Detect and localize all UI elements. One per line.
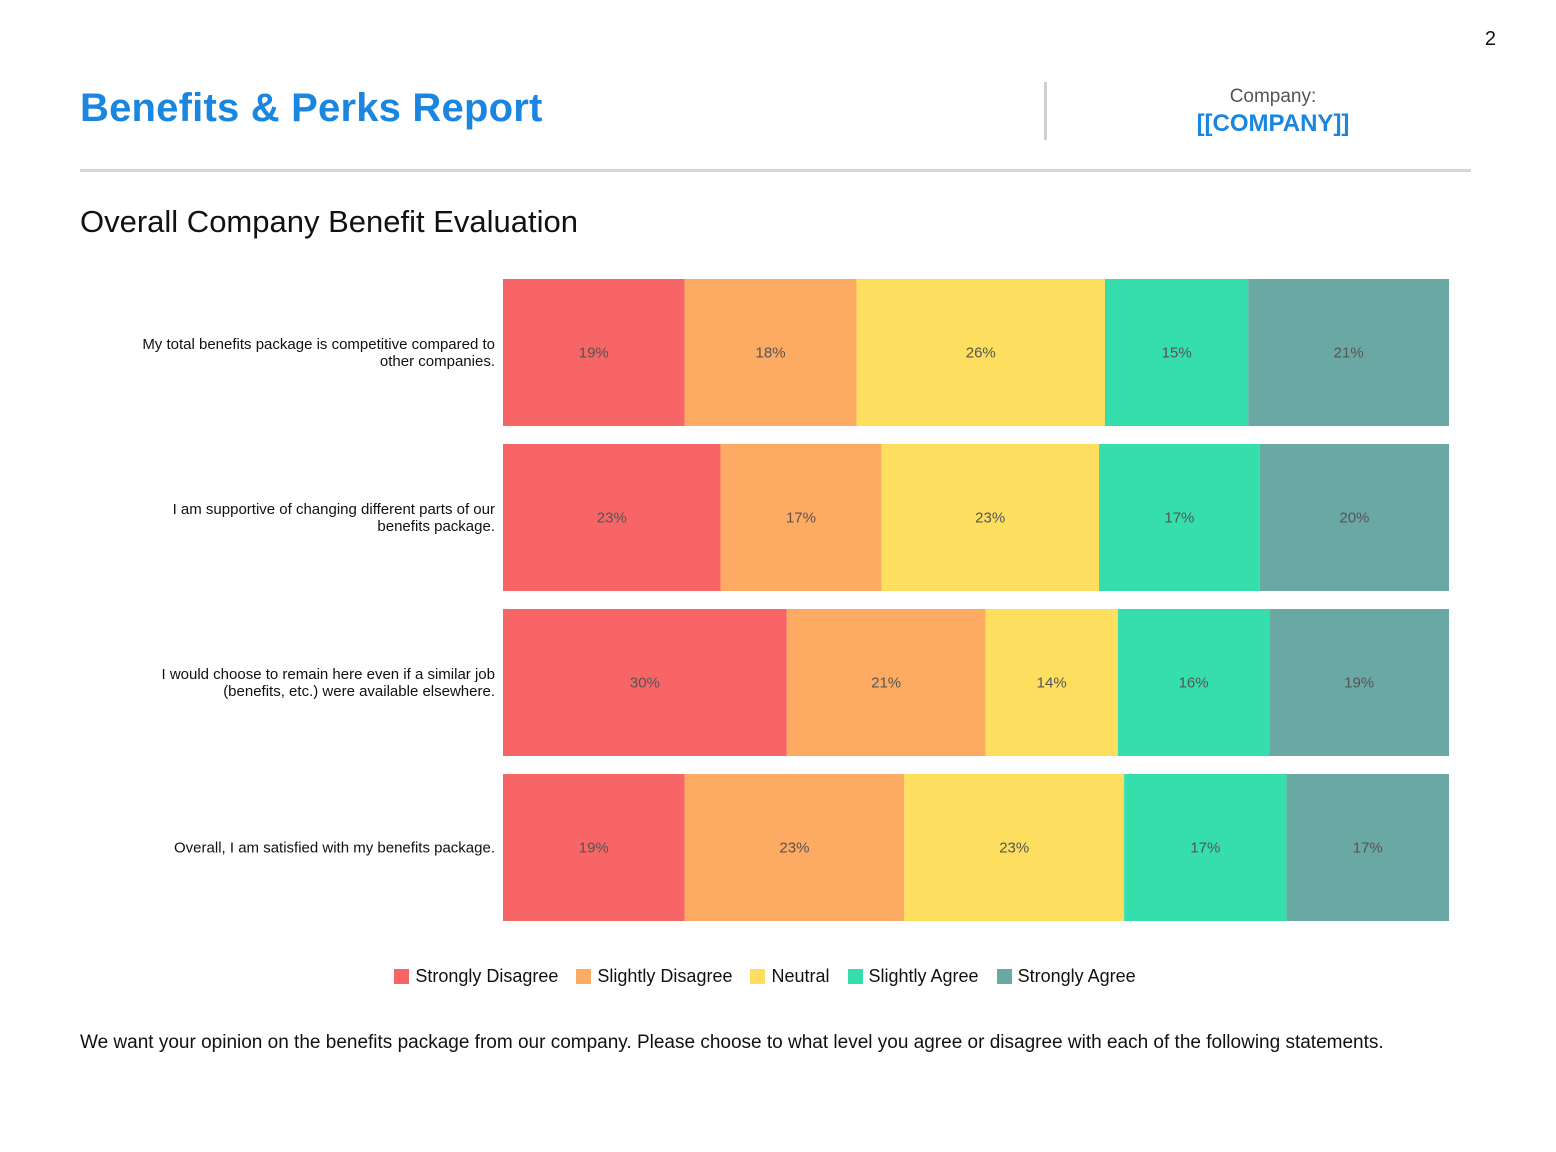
data-label: 26% <box>966 345 996 362</box>
bar-segment <box>1269 609 1449 756</box>
bar-segment <box>684 279 857 426</box>
bar-segment <box>1286 774 1449 921</box>
company-label: Company: <box>1229 86 1317 107</box>
bar-segment <box>985 609 1118 756</box>
bar-segment <box>904 774 1125 921</box>
legend-item: Slightly Disagree <box>576 966 732 987</box>
legend-label: Strongly Agree <box>1017 966 1136 986</box>
data-label: 20% <box>1339 510 1369 527</box>
data-label: 14% <box>1037 675 1067 692</box>
footnote: We want your opinion on the benefits pac… <box>80 1032 1384 1053</box>
data-label: 18% <box>756 345 786 362</box>
page-number: 2 <box>1484 28 1496 50</box>
company-value: [[COMPANY]] <box>1196 110 1350 137</box>
data-label: 17% <box>1353 840 1383 857</box>
report-title: Benefits & Perks Report <box>80 86 543 130</box>
bar-segment <box>1117 609 1270 756</box>
bar-segment <box>1098 444 1260 591</box>
data-label: 15% <box>1162 345 1192 362</box>
bar-segment <box>503 609 787 756</box>
bar-segment <box>503 444 721 591</box>
data-label: 23% <box>975 510 1005 527</box>
data-label: 17% <box>1190 840 1220 857</box>
legend-swatch <box>576 969 592 984</box>
bar-segment <box>684 774 905 921</box>
bar-segment <box>503 774 685 921</box>
legend-swatch <box>394 969 410 984</box>
section-title: Overall Company Benefit Evaluation <box>80 204 578 239</box>
data-label: 16% <box>1179 675 1209 692</box>
legend-swatch <box>847 969 863 984</box>
legend-label: Slightly Disagree <box>597 966 733 986</box>
legend-swatch <box>996 969 1012 984</box>
legend-item: Slightly Agree <box>847 966 979 987</box>
data-label: 21% <box>871 675 901 692</box>
bar-segment <box>1105 279 1249 426</box>
data-label: 17% <box>1164 510 1194 527</box>
bar-segment <box>856 279 1105 426</box>
bar-segment <box>881 444 1099 591</box>
category-label: I am supportive of changing different pa… <box>173 501 495 535</box>
legend-item: Neutral <box>750 966 830 987</box>
legend-label: Strongly Disagree <box>415 966 559 986</box>
data-label: 19% <box>579 840 609 857</box>
category-label: My total benefits package is competitive… <box>142 336 495 370</box>
category-label: I would choose to remain here even if a … <box>161 666 495 700</box>
legend-label: Neutral <box>771 966 830 986</box>
data-label: 23% <box>999 840 1029 857</box>
legend-item: Strongly Disagree <box>394 966 558 987</box>
legend-label: Slightly Agree <box>868 966 979 986</box>
data-label: 23% <box>779 840 809 857</box>
bar-segment <box>503 279 685 426</box>
legend-swatch <box>750 969 766 984</box>
category-label: Overall, I am satisfied with my benefits… <box>174 840 495 857</box>
bar-segment <box>786 609 986 756</box>
data-label: 30% <box>630 675 660 692</box>
data-label: 21% <box>1334 345 1364 362</box>
bar-segment <box>1124 774 1287 921</box>
data-label: 23% <box>597 510 627 527</box>
chart-legend: Strongly Disagree Slightly Disagree Neutra… <box>0 966 1530 987</box>
legend-item: Strongly Agree <box>996 966 1136 987</box>
bar-segment <box>720 444 882 591</box>
bar-segment <box>1259 444 1449 591</box>
bar-segment <box>1248 279 1449 426</box>
header-rule <box>80 169 1471 172</box>
header-divider <box>1044 82 1047 140</box>
data-label: 19% <box>1344 675 1374 692</box>
company-block: Company: [[COMPANY]] <box>1120 86 1426 140</box>
data-label: 17% <box>786 510 816 527</box>
data-label: 19% <box>579 345 609 362</box>
